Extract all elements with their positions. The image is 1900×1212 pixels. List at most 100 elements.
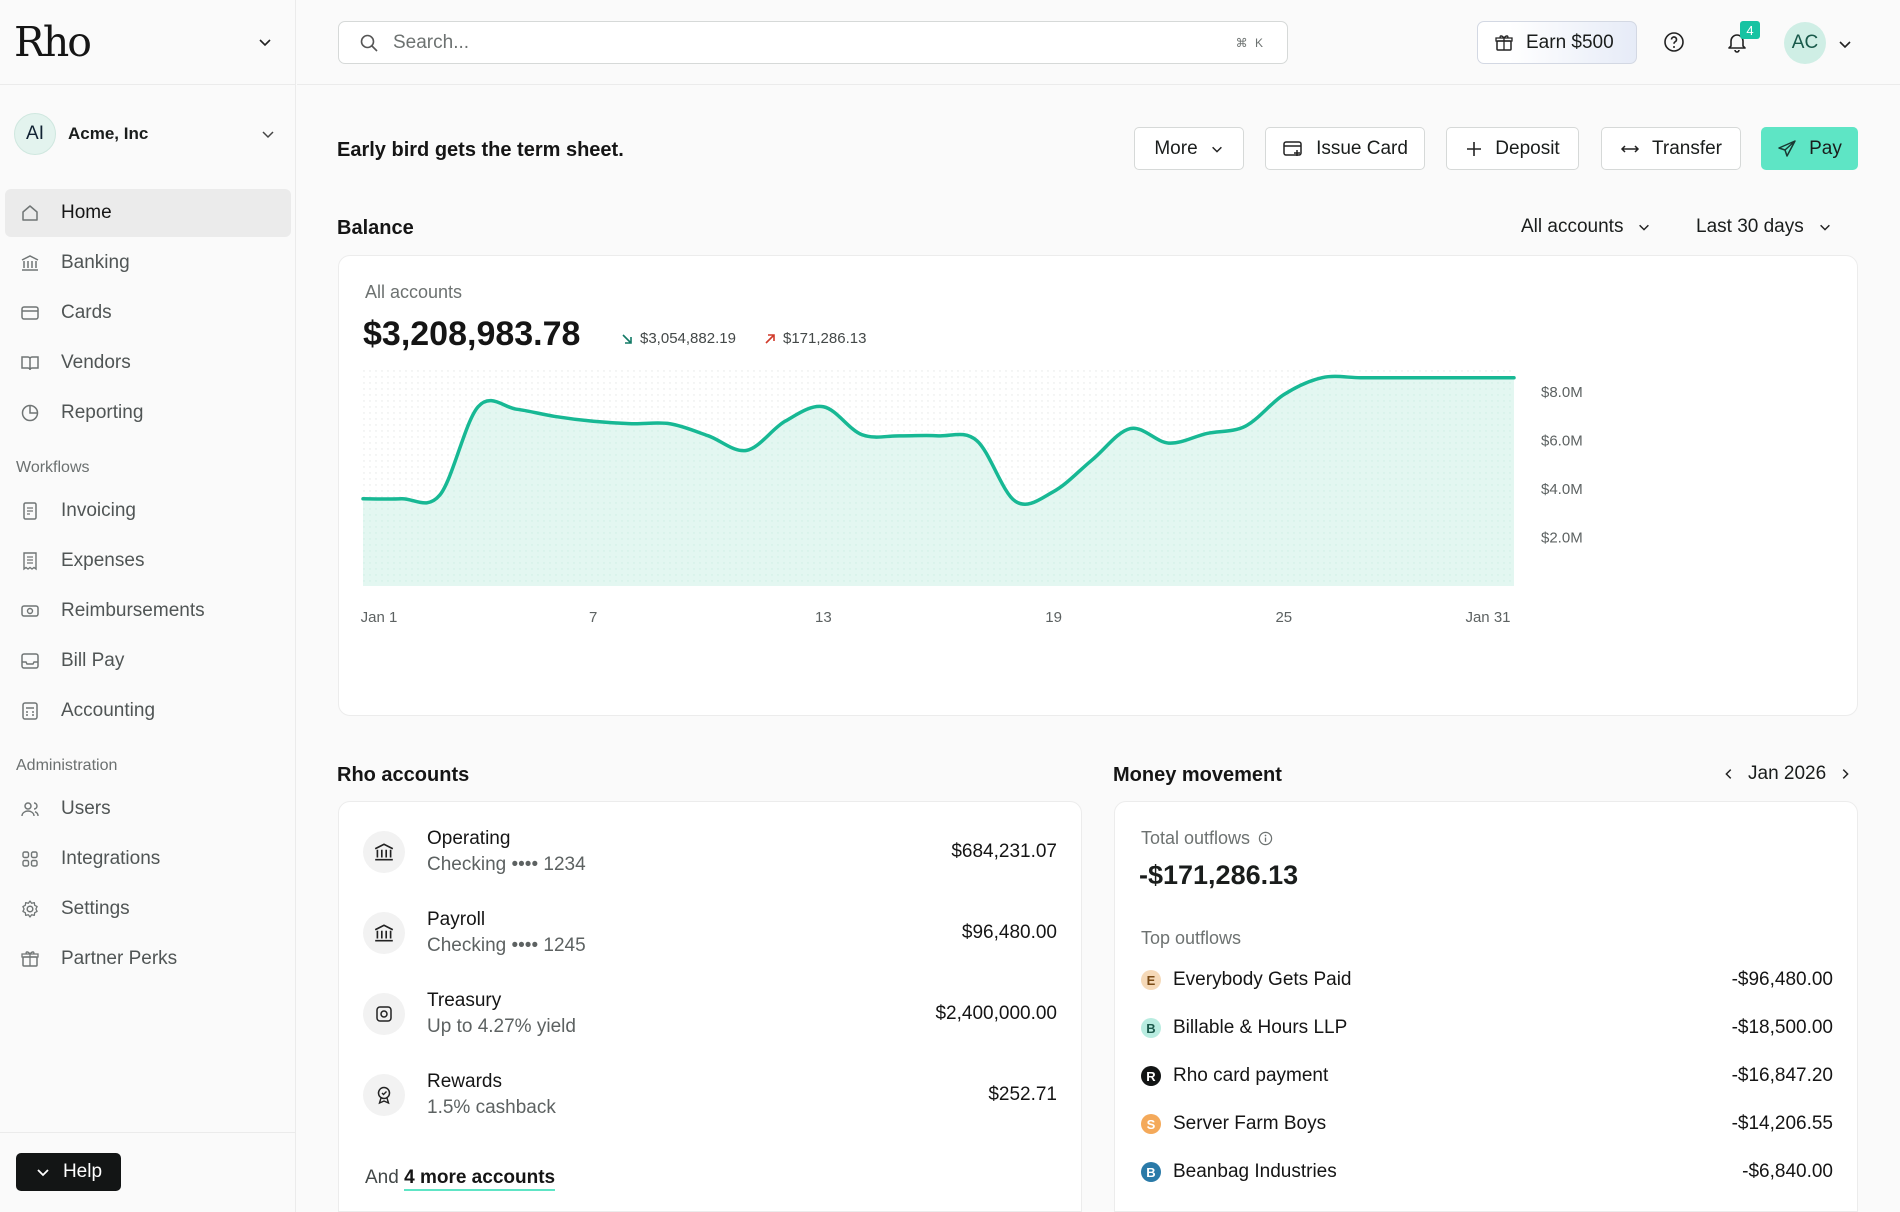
sidebar-item-label: Accounting (61, 700, 156, 721)
chart-area-fill (363, 376, 1514, 586)
reimburse-icon (19, 600, 41, 622)
deposit-button[interactable]: Deposit (1446, 127, 1579, 170)
sidebar-item-label: Vendors (61, 352, 131, 373)
invoice-icon (19, 500, 41, 522)
sidebar-item-bill-pay[interactable]: Bill Pay (5, 637, 291, 685)
account-balance: $252.71 (988, 1084, 1057, 1105)
card-plus-icon (1282, 139, 1304, 159)
sidebar-item-cards[interactable]: Cards (5, 289, 291, 337)
account-row-rewards[interactable]: Rewards 1.5% cashback $252.71 (363, 1063, 1057, 1127)
transfer-button[interactable]: Transfer (1601, 127, 1741, 170)
more-accounts-link[interactable]: 4 more accounts (404, 1167, 556, 1191)
card-icon (19, 302, 41, 324)
balance-scope-label: All accounts (365, 282, 463, 302)
payee-name: Billable & Hours LLP (1173, 1017, 1348, 1038)
outflow-row[interactable]: B Beanbag Industries -$6,840.00 (1141, 1157, 1833, 1187)
account-balance: $684,231.07 (951, 841, 1057, 862)
earn-label: Earn $500 (1526, 31, 1614, 53)
sidebar-item-home[interactable]: Home (5, 189, 291, 237)
help-button[interactable]: Help (16, 1153, 121, 1191)
plus-icon (1465, 140, 1483, 158)
sidebar-item-vendors[interactable]: Vendors (5, 339, 291, 387)
pay-button[interactable]: Pay (1761, 127, 1858, 170)
issue-card-button[interactable]: Issue Card (1265, 127, 1425, 170)
account-name: Payroll (427, 909, 486, 930)
account-sub: Up to 4.27% yield (427, 1016, 576, 1037)
account-info: Rewards 1.5% cashback (427, 1071, 556, 1119)
top-outflows-label: Top outflows (1141, 928, 1242, 948)
sidebar-item-label: Reimbursements (61, 600, 205, 621)
sidebar-item-integrations[interactable]: Integrations (5, 835, 291, 883)
sidebar-item-banking[interactable]: Banking (5, 239, 291, 287)
org-switcher[interactable]: AI Acme, Inc (14, 107, 276, 161)
sidebar-nav: Home Banking Cards Vendors Reporting Wor… (5, 189, 291, 985)
account-balance: $2,400,000.00 (935, 1003, 1057, 1024)
rho-logo[interactable]: Rho (14, 18, 92, 66)
sidebar: Rho AI Acme, Inc Home Banking Cards Vend… (0, 0, 296, 1212)
grid-icon (19, 848, 41, 870)
period-label: Jan 2026 (1748, 763, 1827, 784)
chevron-down-icon[interactable] (257, 34, 273, 50)
outflow-row[interactable]: R Rho card payment -$16,847.20 (1141, 1061, 1833, 1091)
sidebar-item-partner-perks[interactable]: Partner Perks (5, 935, 291, 983)
sidebar-item-settings[interactable]: Settings (5, 885, 291, 933)
account-row-operating[interactable]: Operating Checking •••• 1234 $684,231.07 (363, 820, 1057, 884)
sidebar-item-reporting[interactable]: Reporting (5, 389, 291, 437)
outflow-amount: -$16,847.20 (1731, 1065, 1833, 1086)
account-filter-label: All accounts (1521, 216, 1624, 237)
outflow-row[interactable]: B Billable & Hours LLP -$18,500.00 (1141, 1013, 1833, 1043)
earn-button[interactable]: Earn $500 (1477, 21, 1637, 64)
inflow-amount: $3,054,882.19 (640, 330, 736, 347)
issue-card-label: Issue Card (1316, 137, 1408, 159)
account-name: Rewards (427, 1071, 502, 1092)
outflow-row[interactable]: E Everybody Gets Paid -$96,480.00 (1141, 965, 1833, 995)
account-row-treasury[interactable]: Treasury Up to 4.27% yield $2,400,000.00 (363, 982, 1057, 1046)
arrow-up-right-icon (763, 332, 777, 346)
outflow-amount: -$96,480.00 (1731, 969, 1833, 990)
topbar: ⌘ K Earn $500 4 AC (297, 0, 1900, 85)
sidebar-item-accounting[interactable]: Accounting (5, 687, 291, 735)
outflow-amount: -$6,840.00 (1742, 1161, 1833, 1182)
sidebar-item-users[interactable]: Users (5, 785, 291, 833)
sidebar-item-label: Bill Pay (61, 650, 125, 671)
org-avatar: AI (14, 113, 56, 155)
accounts-title: Rho accounts (337, 764, 470, 786)
brand-row: Rho (0, 0, 295, 85)
chart-series-line (361, 374, 1516, 506)
outflow-row[interactable]: S Server Farm Boys -$14,206.55 (1141, 1109, 1833, 1139)
total-outflows-text: Total outflows (1141, 828, 1251, 848)
balance-chart: Jan 1 7 13 19 25 Jan 31 $8.0M $6.0M $4.0M $2.0M (361, 368, 1583, 626)
pie-icon (19, 402, 41, 424)
user-avatar[interactable]: AC (1784, 22, 1826, 64)
info-icon[interactable] (1258, 831, 1273, 846)
sidebar-item-expenses[interactable]: Expenses (5, 537, 291, 585)
payee-avatar: B (1141, 1162, 1161, 1182)
period-picker: Jan 2026 (1722, 763, 1852, 785)
account-name: Operating (427, 828, 511, 849)
chevron-left-icon[interactable] (1722, 767, 1736, 781)
more-button[interactable]: More (1134, 127, 1244, 170)
sidebar-item-label: Users (61, 798, 111, 819)
help-circle-icon[interactable] (1662, 30, 1686, 54)
help-label: Help (62, 1161, 103, 1182)
chevron-right-icon[interactable] (1838, 767, 1852, 781)
sidebar-item-label: Integrations (61, 848, 161, 869)
home-icon (19, 202, 41, 224)
chevron-down-icon[interactable] (1837, 36, 1853, 52)
outflow-amount: -$18,500.00 (1731, 1017, 1833, 1038)
sidebar-item-label: Reporting (61, 402, 144, 423)
inbox-icon (19, 650, 41, 672)
sidebar-item-reimbursements[interactable]: Reimbursements (5, 587, 291, 635)
search-input[interactable] (393, 31, 1236, 54)
range-filter-dropdown[interactable]: Last 30 days (1696, 216, 1832, 238)
more-accounts-prefix: And (365, 1167, 399, 1188)
sidebar-item-invoicing[interactable]: Invoicing (5, 487, 291, 535)
deposit-label: Deposit (1495, 137, 1560, 159)
search-box[interactable]: ⌘ K (338, 21, 1288, 64)
outflow-amount: -$14,206.55 (1731, 1113, 1833, 1134)
account-row-payroll[interactable]: Payroll Checking •••• 1245 $96,480.00 (363, 901, 1057, 965)
bell-icon[interactable] (1725, 30, 1749, 54)
account-filter-dropdown[interactable]: All accounts (1521, 216, 1651, 238)
total-outflows-label: Total outflows (1141, 828, 1273, 849)
x-tick-label: Jan 1 (361, 609, 398, 626)
